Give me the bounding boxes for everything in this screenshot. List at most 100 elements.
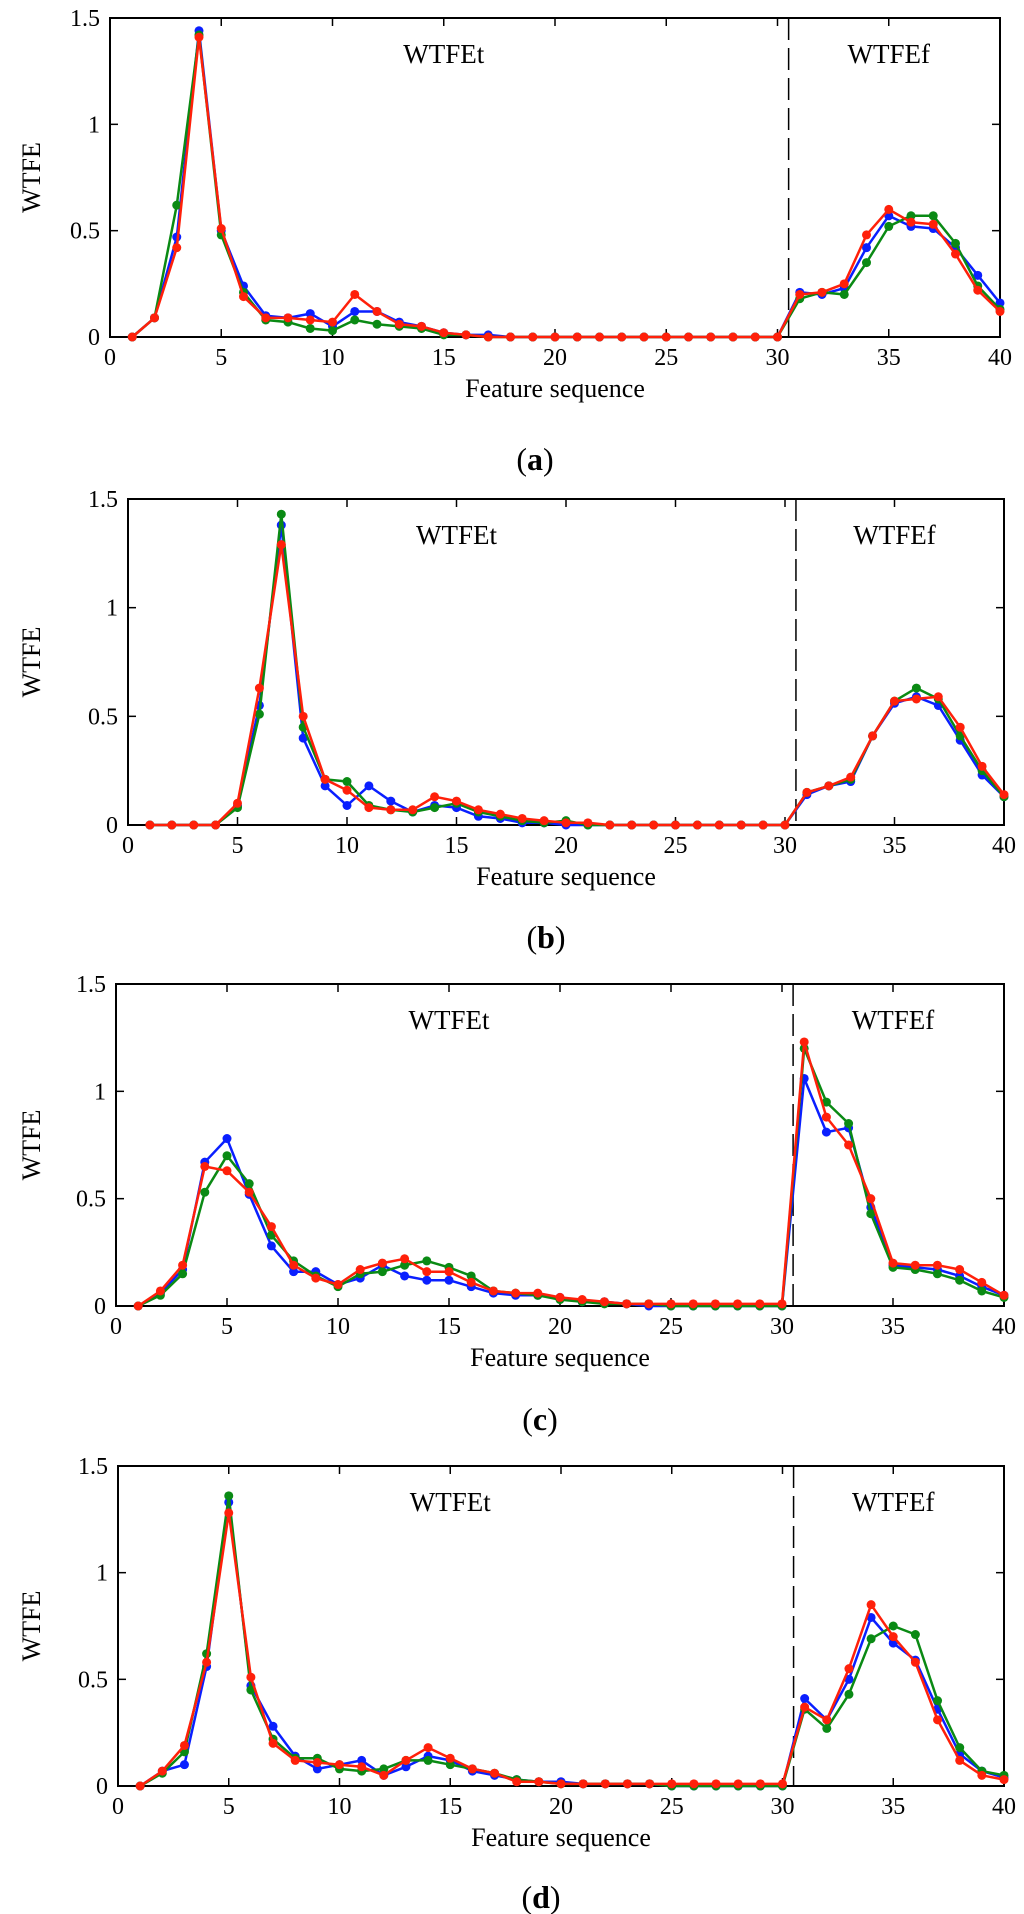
series-red [133, 1037, 1009, 1311]
data-point-red [357, 1762, 367, 1772]
data-point-green [862, 258, 871, 268]
data-point-green [955, 1743, 965, 1753]
data-point-green [977, 1286, 987, 1296]
data-point-red [490, 1768, 500, 1778]
data-point-red [276, 540, 286, 550]
data-point-red [386, 805, 396, 815]
data-point-red [155, 1286, 165, 1296]
series-green [145, 509, 1009, 830]
data-point-red [216, 224, 226, 234]
data-point-red [298, 711, 308, 721]
data-point-red [977, 1277, 987, 1287]
panel-caption: (d) [521, 1879, 560, 1914]
data-point-red [758, 820, 768, 830]
y-tick-label: 1.5 [78, 1454, 108, 1480]
y-tick-label: 1 [106, 596, 118, 622]
data-point-red [377, 1258, 387, 1268]
y-tick-label: 0.5 [88, 704, 118, 730]
data-point-red [644, 1299, 654, 1309]
data-point-blue [266, 1241, 276, 1251]
y-tick-label: 1 [94, 1079, 106, 1105]
data-point-red [627, 820, 637, 830]
y-tick-label: 0 [88, 325, 100, 351]
data-point-red [822, 1715, 832, 1725]
data-point-blue [364, 781, 374, 791]
data-point-red [868, 731, 878, 741]
data-point-green [222, 1151, 232, 1161]
x-tick-label: 15 [438, 1794, 462, 1820]
data-point-green [822, 1723, 832, 1733]
y-tick-label: 1.5 [88, 487, 118, 513]
data-point-red [977, 761, 987, 771]
data-point-red [710, 1299, 720, 1309]
data-point-red [839, 279, 849, 289]
panel-caption: (a) [516, 441, 553, 477]
data-point-red [517, 813, 527, 823]
data-point-red [999, 1775, 1009, 1785]
data-point-red [951, 249, 960, 259]
data-point-red [430, 792, 440, 802]
data-point-green [866, 1209, 876, 1219]
data-point-red [224, 1508, 234, 1518]
data-point-green [224, 1491, 234, 1501]
chart-panel-a: 0 5 10 15 20 25 30 35 40 0 0.5 1 1.5 Feature sequence… [17, 6, 1012, 477]
data-point-red [239, 292, 248, 302]
panel-caption-letter: d [532, 1879, 550, 1914]
data-point-red [661, 332, 671, 342]
data-point-red [714, 820, 724, 830]
x-tick-label: 40 [992, 1794, 1016, 1820]
data-point-red [578, 1779, 588, 1789]
x-tick-label: 15 [432, 345, 456, 371]
data-point-red [910, 1260, 920, 1270]
region-label-wtfet: WTFEt [416, 520, 497, 550]
data-point-red [506, 332, 515, 342]
data-point-blue [342, 800, 352, 810]
x-tick-label: 30 [766, 345, 790, 371]
data-point-red [189, 820, 199, 830]
data-point-red [928, 219, 938, 229]
data-point-green [423, 1755, 433, 1765]
data-point-red [511, 1288, 521, 1298]
data-point-red [350, 289, 360, 299]
data-point-green [955, 1275, 965, 1285]
data-point-red [400, 1254, 410, 1264]
data-point-red [866, 1194, 876, 1204]
data-point-blue [821, 1127, 831, 1137]
data-point-red [711, 1779, 721, 1789]
data-point-red [423, 1743, 433, 1753]
data-point-red [534, 1777, 544, 1787]
data-point-green [884, 221, 894, 231]
data-point-red [688, 1299, 698, 1309]
data-point-red [461, 330, 471, 340]
data-point-green [951, 238, 960, 248]
data-point-red [706, 332, 716, 342]
data-point-red [955, 722, 965, 732]
data-point-red [728, 332, 738, 342]
data-point-red [846, 772, 856, 782]
data-point-red [342, 785, 352, 795]
series-green [135, 1491, 1009, 1791]
y-tick-label: 1.5 [76, 972, 106, 998]
data-point-red [422, 1267, 432, 1277]
data-point-red [888, 1632, 898, 1642]
series-line-green [131, 33, 1001, 339]
data-point-red [800, 1702, 810, 1712]
x-tick-label: 40 [992, 1314, 1016, 1340]
data-point-red [246, 1672, 256, 1682]
data-point-red [305, 315, 315, 325]
series-blue [127, 26, 1005, 342]
region-label-wtfef: WTFEf [848, 39, 930, 69]
data-point-blue [222, 1134, 232, 1144]
data-point-green [372, 319, 382, 329]
data-point-red [178, 1260, 188, 1270]
data-point-green [839, 289, 849, 299]
data-point-red [671, 820, 680, 830]
data-point-blue [422, 1275, 432, 1285]
data-point-red [755, 1779, 765, 1789]
x-tick-label: 15 [445, 833, 469, 859]
data-point-red [666, 1299, 676, 1309]
x-tick-label: 25 [664, 833, 688, 859]
data-point-red [645, 1779, 655, 1789]
data-point-red [244, 1187, 254, 1197]
data-point-red [408, 805, 418, 815]
